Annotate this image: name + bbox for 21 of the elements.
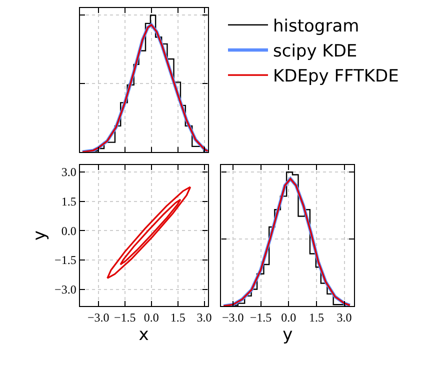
x-tick-label: −3.0 — [222, 310, 244, 324]
legend-label: KDEpy FFTKDE — [273, 66, 399, 87]
x-tick-label: −1.5 — [250, 310, 272, 324]
y-tick-label: 3.0 — [61, 165, 76, 180]
x-axis-title: x — [138, 324, 149, 345]
y-tick-label: −3.0 — [54, 282, 76, 297]
x-axis-title: y — [282, 324, 293, 345]
x-tick-label: 1.5 — [308, 310, 324, 324]
legend-label: histogram — [273, 16, 360, 36]
x-tick-label: −1.5 — [114, 310, 136, 324]
x-tick-label: −3.0 — [87, 310, 110, 324]
y-tick-label: 1.5 — [61, 194, 76, 208]
legend-label: scipy KDE — [273, 42, 358, 62]
y-axis-title: y — [30, 230, 50, 241]
x-tick-label: 3.0 — [336, 310, 352, 324]
x-tick-label: 0.0 — [144, 310, 159, 324]
y-tick-label: 0.0 — [61, 224, 76, 238]
x-tick-label: 0.0 — [281, 310, 296, 324]
x-tick-label: 1.5 — [170, 310, 186, 324]
x-tick-label: 3.0 — [196, 310, 212, 324]
y-tick-label: −1.5 — [54, 253, 76, 268]
